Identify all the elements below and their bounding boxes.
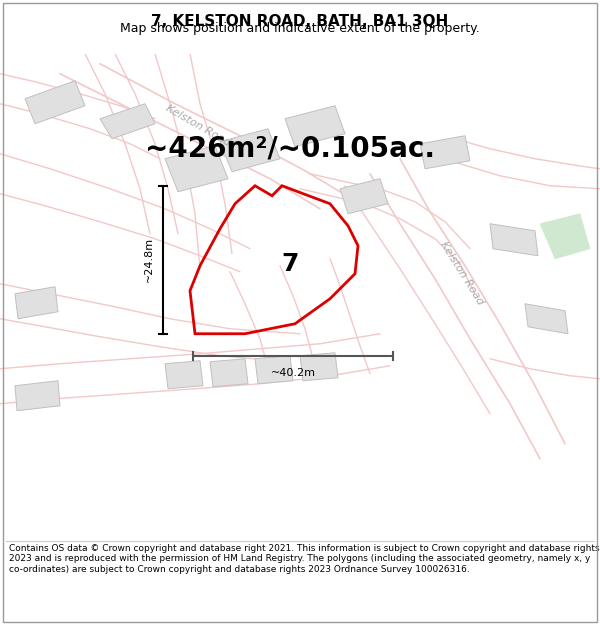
Polygon shape	[340, 179, 388, 214]
Text: Kelston Road: Kelston Road	[439, 240, 485, 308]
Polygon shape	[420, 136, 470, 169]
Text: Contains OS data © Crown copyright and database right 2021. This information is : Contains OS data © Crown copyright and d…	[9, 544, 599, 574]
Text: Map shows position and indicative extent of the property.: Map shows position and indicative extent…	[120, 22, 480, 35]
Polygon shape	[220, 129, 280, 172]
Polygon shape	[525, 304, 568, 334]
Polygon shape	[300, 352, 338, 381]
Text: 7: 7	[281, 252, 299, 276]
Polygon shape	[165, 146, 228, 192]
Polygon shape	[540, 214, 590, 259]
Polygon shape	[25, 81, 85, 124]
Polygon shape	[490, 224, 538, 256]
Polygon shape	[100, 104, 155, 139]
Polygon shape	[210, 359, 248, 387]
Polygon shape	[15, 381, 60, 411]
Polygon shape	[285, 106, 345, 147]
Text: ~40.2m: ~40.2m	[271, 368, 316, 378]
Text: 7, KELSTON ROAD, BATH, BA1 3QH: 7, KELSTON ROAD, BATH, BA1 3QH	[151, 14, 449, 29]
Text: ~24.8m: ~24.8m	[144, 237, 154, 282]
Polygon shape	[15, 287, 58, 319]
Polygon shape	[255, 356, 293, 384]
Text: Kelston Road: Kelston Road	[164, 103, 232, 148]
Polygon shape	[165, 361, 203, 389]
Text: ~426m²/~0.105ac.: ~426m²/~0.105ac.	[145, 135, 435, 162]
